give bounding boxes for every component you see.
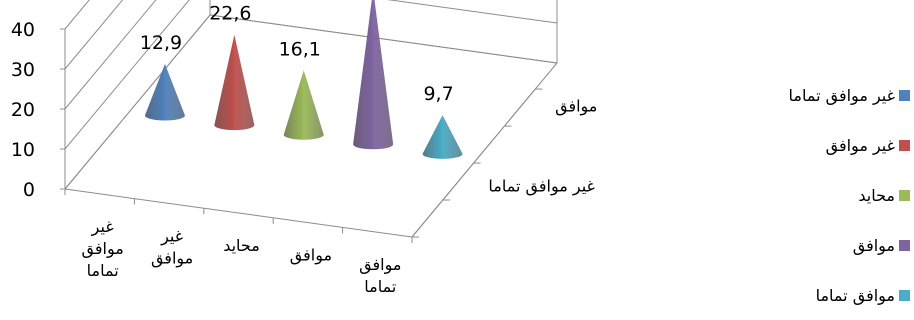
legend-item: موافق (740, 220, 910, 270)
y-tick-label: 30 (11, 59, 35, 81)
cone-shade (353, 0, 394, 150)
x-axis-line (64, 188, 413, 238)
cone-shade (144, 63, 185, 121)
cone-shade (422, 115, 463, 159)
legend-swatch (899, 289, 910, 301)
legend-label: غير موافق (825, 135, 895, 155)
chart-labels: 0 10 20 30 40 غير موافق تماما غير موافق محايد موافق… (11, 3, 598, 297)
x-tick-label: موافق تماما (359, 255, 401, 296)
legend-swatch (899, 239, 910, 251)
cone-shade (214, 34, 255, 131)
legend-label: غير موافق تماما (788, 85, 896, 105)
cone-2 (214, 34, 255, 131)
legend-item: محايد (740, 170, 910, 220)
cone-3 (283, 70, 324, 140)
legend-label: موافق (852, 235, 895, 255)
depth-tick-label: موافق (555, 96, 597, 116)
legend-item: موافق تماما (740, 270, 910, 320)
legend-item: غير موافق تماما (740, 70, 910, 120)
gridline (64, 0, 157, 110)
cone-chart: 0 10 20 30 40 غير موافق تماما غير موافق محايد موافق… (11, 0, 598, 297)
legend-label: محايد (858, 185, 895, 205)
cone-4 (353, 0, 394, 150)
cone-5 (422, 115, 463, 159)
legend-swatch (899, 139, 910, 151)
floor-edge (209, 14, 558, 64)
gridline (64, 0, 558, 150)
chart-cones (144, 0, 463, 159)
chart-legend: غير موافق تماما غير موافق محايد موافق موافق … (740, 70, 910, 320)
data-label: 9,7 (423, 83, 453, 105)
legend-swatch (899, 189, 910, 201)
x-tick-label: محايد (223, 236, 260, 255)
depth-tick-label: غير موافق تماما (488, 176, 595, 196)
data-label: 16,1 (279, 38, 321, 60)
cone-1 (144, 63, 185, 121)
gridline (64, 0, 124, 70)
y-tick-label: 0 (23, 179, 35, 201)
legend-label: موافق تماما (815, 285, 895, 305)
cone-shade (283, 70, 324, 140)
floor-edge (64, 14, 211, 190)
y-tick-label: 10 (11, 139, 35, 161)
x-tick-label: غير موافق تماما (82, 217, 124, 280)
data-label: 22,6 (209, 3, 251, 25)
data-label: 12,9 (140, 32, 182, 54)
y-tick-label: 40 (11, 19, 35, 41)
x-tick-label: غير موافق (151, 226, 193, 268)
legend-item: غير موافق (740, 120, 910, 170)
chart-axes (60, 28, 543, 243)
legend-swatch (899, 89, 910, 101)
y-tick-label: 20 (11, 99, 35, 121)
x-tick-label: موافق (290, 246, 332, 266)
gridline (64, 0, 90, 30)
